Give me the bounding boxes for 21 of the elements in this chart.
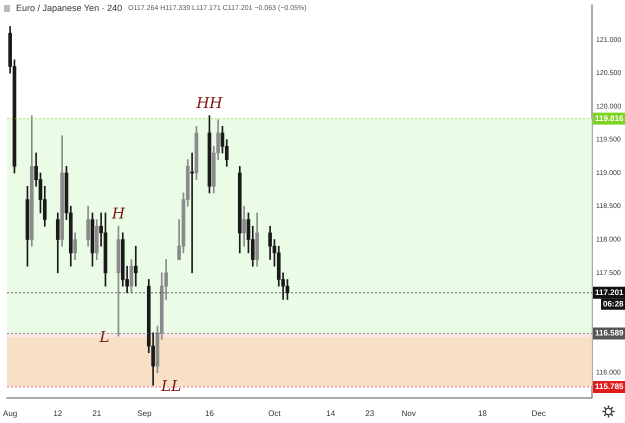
x-tick-label: Sep [137, 409, 152, 418]
x-tick-label: 18 [478, 409, 488, 418]
x-tick-label: 23 [365, 409, 375, 418]
x-tick-label: Oct [268, 409, 282, 418]
annotation: H [110, 204, 126, 223]
x-tick-label: 21 [92, 409, 102, 418]
text: 06:28 [603, 299, 624, 308]
annotation: HH [195, 94, 224, 112]
ref-line-label: 117.201 [595, 288, 624, 297]
ref-line-label: 116.589 [595, 328, 624, 338]
ref-line-label: 119.816 [595, 114, 624, 123]
ref-line-label: 115.785 [595, 382, 624, 392]
x-tick-label: Dec [532, 409, 546, 418]
x-tick-label: Aug [3, 409, 18, 418]
x-tick-label: 14 [326, 409, 336, 418]
annotation: L [98, 328, 110, 346]
x-tick-label: 12 [53, 409, 63, 418]
chart-title: Euro / Japanese Yen · 240 [16, 3, 122, 13]
x-tick-label: 16 [204, 409, 214, 418]
x-tick-label: Nov [402, 409, 416, 418]
annotation: LL [160, 377, 182, 396]
